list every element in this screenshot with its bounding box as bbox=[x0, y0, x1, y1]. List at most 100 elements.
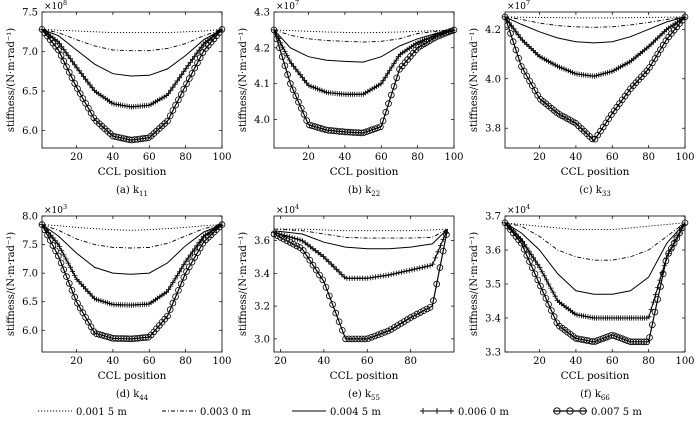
point-marker bbox=[312, 266, 320, 274]
x-tick-label: 60 bbox=[375, 152, 388, 163]
point-marker bbox=[194, 59, 201, 67]
point-marker bbox=[180, 274, 188, 281]
point-marker bbox=[668, 245, 675, 252]
point-marker bbox=[351, 335, 359, 343]
point-marker bbox=[317, 87, 323, 93]
point-marker bbox=[588, 135, 596, 143]
x-tick-label: 20 bbox=[274, 356, 287, 367]
legend-marker bbox=[566, 407, 574, 415]
x-tick-label: 60 bbox=[143, 356, 156, 367]
y-tick-label: 4.2 bbox=[485, 25, 501, 36]
point-marker bbox=[539, 269, 545, 275]
point-marker bbox=[183, 65, 189, 71]
point-marker bbox=[374, 124, 381, 132]
point-marker bbox=[387, 67, 393, 73]
point-marker bbox=[445, 28, 452, 36]
point-marker bbox=[523, 252, 531, 259]
point-marker bbox=[55, 252, 62, 260]
x-tick-label: 80 bbox=[642, 152, 655, 163]
legend: 0.001 5 m 0.003 0 m 0.004 5 m 0.006 0 m 0.00… bbox=[38, 407, 642, 418]
point-marker bbox=[528, 264, 536, 272]
point-marker bbox=[89, 85, 95, 91]
point-marker bbox=[596, 72, 602, 78]
point-marker bbox=[60, 57, 68, 65]
legend-marker bbox=[579, 407, 587, 415]
y-tick-label: 7.5 bbox=[22, 8, 38, 19]
point-marker bbox=[270, 26, 278, 34]
y-tick-label: 3.6 bbox=[254, 236, 270, 247]
point-marker bbox=[189, 249, 196, 255]
x-tick-label: 100 bbox=[675, 152, 694, 163]
point-marker bbox=[322, 283, 330, 291]
point-marker bbox=[531, 270, 539, 278]
point-marker bbox=[292, 92, 300, 100]
series-4 bbox=[502, 14, 687, 79]
point-marker bbox=[604, 70, 611, 76]
point-marker bbox=[368, 333, 375, 341]
point-marker bbox=[87, 291, 93, 297]
point-marker bbox=[74, 65, 80, 71]
x-tick-label: 40 bbox=[107, 152, 120, 163]
series-line bbox=[41, 224, 223, 340]
x-tick-label: 80 bbox=[411, 152, 424, 163]
point-marker bbox=[218, 221, 226, 228]
point-marker bbox=[187, 59, 193, 65]
point-marker bbox=[523, 72, 531, 80]
point-marker bbox=[382, 74, 388, 80]
x-tick-label: 60 bbox=[143, 152, 156, 163]
point-marker bbox=[78, 281, 84, 287]
point-marker bbox=[61, 47, 67, 53]
point-marker bbox=[420, 307, 427, 315]
point-marker bbox=[87, 82, 93, 88]
point-marker bbox=[530, 255, 536, 261]
point-marker bbox=[587, 314, 593, 320]
x-tick-label: 20 bbox=[70, 356, 83, 367]
point-marker bbox=[293, 242, 301, 250]
point-marker bbox=[654, 295, 661, 303]
point-marker bbox=[681, 219, 689, 227]
point-marker bbox=[157, 96, 163, 102]
point-marker bbox=[170, 279, 176, 286]
axes-frame bbox=[273, 215, 455, 353]
point-marker bbox=[192, 53, 198, 59]
point-marker bbox=[276, 44, 283, 52]
series-line bbox=[41, 28, 223, 34]
point-marker bbox=[543, 277, 550, 283]
series-line bbox=[41, 224, 223, 249]
series-line bbox=[504, 16, 686, 28]
point-marker bbox=[384, 71, 391, 77]
x-tick-label: 80 bbox=[642, 356, 655, 367]
point-marker bbox=[379, 117, 387, 125]
point-marker bbox=[539, 55, 545, 61]
caption-main: (d) k bbox=[116, 389, 140, 400]
point-marker bbox=[306, 82, 312, 89]
point-marker bbox=[286, 57, 292, 63]
caption-subscript: 33 bbox=[602, 190, 611, 198]
series-1 bbox=[41, 28, 223, 34]
point-marker bbox=[365, 88, 371, 95]
point-marker bbox=[57, 52, 65, 59]
series-2 bbox=[41, 28, 223, 52]
point-marker bbox=[411, 266, 418, 272]
x-tick-label: 20 bbox=[302, 152, 315, 163]
point-marker bbox=[280, 235, 288, 243]
point-marker bbox=[164, 312, 171, 320]
point-marker bbox=[67, 56, 73, 62]
point-marker bbox=[388, 271, 394, 278]
axis-exponent: ×108 bbox=[44, 0, 67, 12]
point-marker bbox=[172, 293, 179, 301]
point-marker bbox=[537, 265, 543, 271]
point-marker bbox=[183, 268, 190, 275]
point-marker bbox=[618, 64, 624, 70]
point-marker bbox=[181, 68, 187, 75]
point-marker bbox=[398, 269, 405, 275]
series-line bbox=[504, 222, 686, 343]
y-tick-label: 4.3 bbox=[254, 8, 270, 19]
subplot-4: 20 40 60 80 100 6.0 6.5 7.0 7.5 8.0 ×103 CCL positi… bbox=[6, 203, 232, 402]
point-marker bbox=[638, 338, 645, 346]
point-marker bbox=[409, 267, 415, 273]
y-axis-label: stiffness/(N·m·rad⁻¹) bbox=[238, 28, 249, 132]
caption-main: (c) k bbox=[579, 185, 603, 196]
point-marker bbox=[60, 266, 68, 274]
point-marker bbox=[169, 107, 177, 114]
